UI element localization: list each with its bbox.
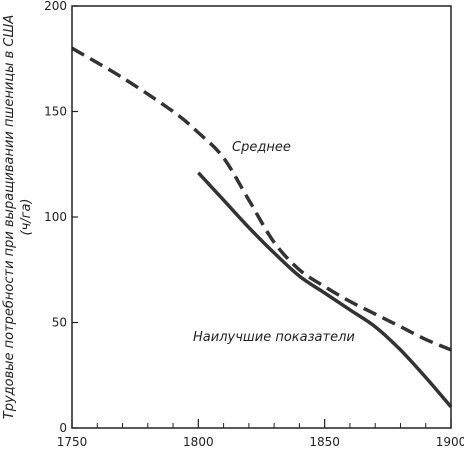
series-label-average: Среднее [232,140,291,155]
tick-marks [71,5,452,429]
y-tick-label-0: 0 [59,421,67,435]
x-tick-label-1750: 1750 [57,435,88,449]
series-line-best [197,171,453,409]
plot-frame [71,5,452,429]
x-tick-label-1800: 1800 [183,435,214,449]
y-axis-title: Трудовые потребности при выращивании пше… [2,15,34,420]
series-label-best: Наилучшие показатели [193,330,355,345]
x-minor-ticks [96,423,427,428]
y-tick-label-150: 150 [44,105,67,119]
y-tick-label-50: 50 [52,316,67,330]
y-axis-title-line2: (ч/га) [19,198,34,235]
series-lines [71,46,453,409]
tick-labels: 1750 1800 1850 1900 0 50 100 150 200 [44,0,464,449]
y-tick-label-200: 200 [44,0,67,13]
x-tick-label-1850: 1850 [309,435,340,449]
x-tick-label-1900: 1900 [436,435,464,449]
y-tick-label-100: 100 [44,210,67,224]
y-axis-title-line1: Трудовые потребности при выращивании пше… [2,15,17,420]
series-line-average [71,46,452,352]
